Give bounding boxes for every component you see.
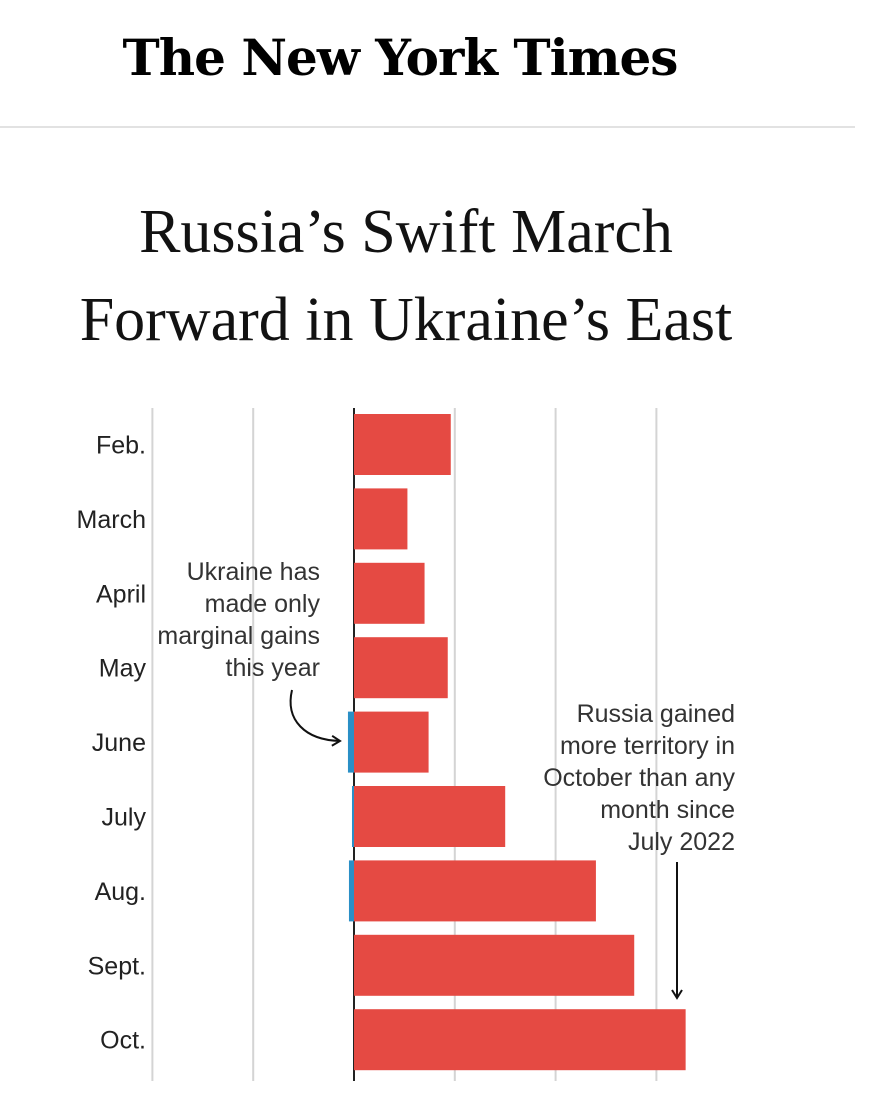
category-label: Aug. — [95, 878, 146, 906]
bar-russia-8 — [354, 1009, 686, 1071]
category-label: June — [92, 729, 146, 757]
bar-russia-6 — [354, 860, 596, 922]
annotation-ukraine-line: this year — [226, 654, 320, 682]
annotation-russia-line: month since — [600, 796, 735, 824]
annotation-russia-line: Russia gained — [577, 700, 735, 728]
annotation-ukraine-line: marginal gains — [157, 622, 320, 650]
title-line-2: Forward in Ukraine’s East — [79, 286, 733, 354]
bar-russia-7 — [354, 934, 635, 996]
category-label: May — [99, 655, 147, 683]
category-label: July — [102, 804, 147, 832]
annotation-ukraine-line: Ukraine has — [187, 558, 320, 586]
annotations: Ukraine has made only marginal gains this y… — [157, 558, 735, 1000]
annotation-russia-line: October than any — [543, 764, 735, 792]
bar-ukraine-4 — [347, 711, 354, 773]
bars — [347, 414, 686, 1071]
category-label: March — [77, 506, 146, 534]
category-label: Oct. — [100, 1027, 146, 1055]
bar-russia-2 — [354, 562, 425, 624]
bar-russia-0 — [354, 414, 451, 475]
header-divider — [0, 126, 855, 128]
annotation-ukraine-line: made only — [205, 590, 321, 618]
category-labels: Feb. March April May June July Aug. Sept. Oct. — [77, 432, 147, 1055]
bar-russia-1 — [354, 488, 408, 550]
bar-ukraine-5 — [351, 786, 354, 847]
bar-russia-5 — [354, 786, 506, 847]
bar-ukraine-6 — [348, 860, 354, 922]
nyt-logo: The New York Times — [122, 28, 679, 87]
category-label: Feb. — [96, 432, 146, 460]
category-label: Sept. — [88, 952, 146, 980]
annotation-russia-line: July 2022 — [628, 828, 735, 856]
bar-russia-4 — [354, 711, 429, 773]
page-title: Russia’s Swift March Forward in Ukraine’… — [0, 188, 812, 364]
annotation-russia-line: more territory in — [560, 732, 735, 760]
title-line-1: Russia’s Swift March — [139, 198, 673, 266]
bar-russia-3 — [354, 637, 448, 699]
category-label: April — [96, 580, 146, 608]
arrow-icon — [289, 689, 342, 747]
